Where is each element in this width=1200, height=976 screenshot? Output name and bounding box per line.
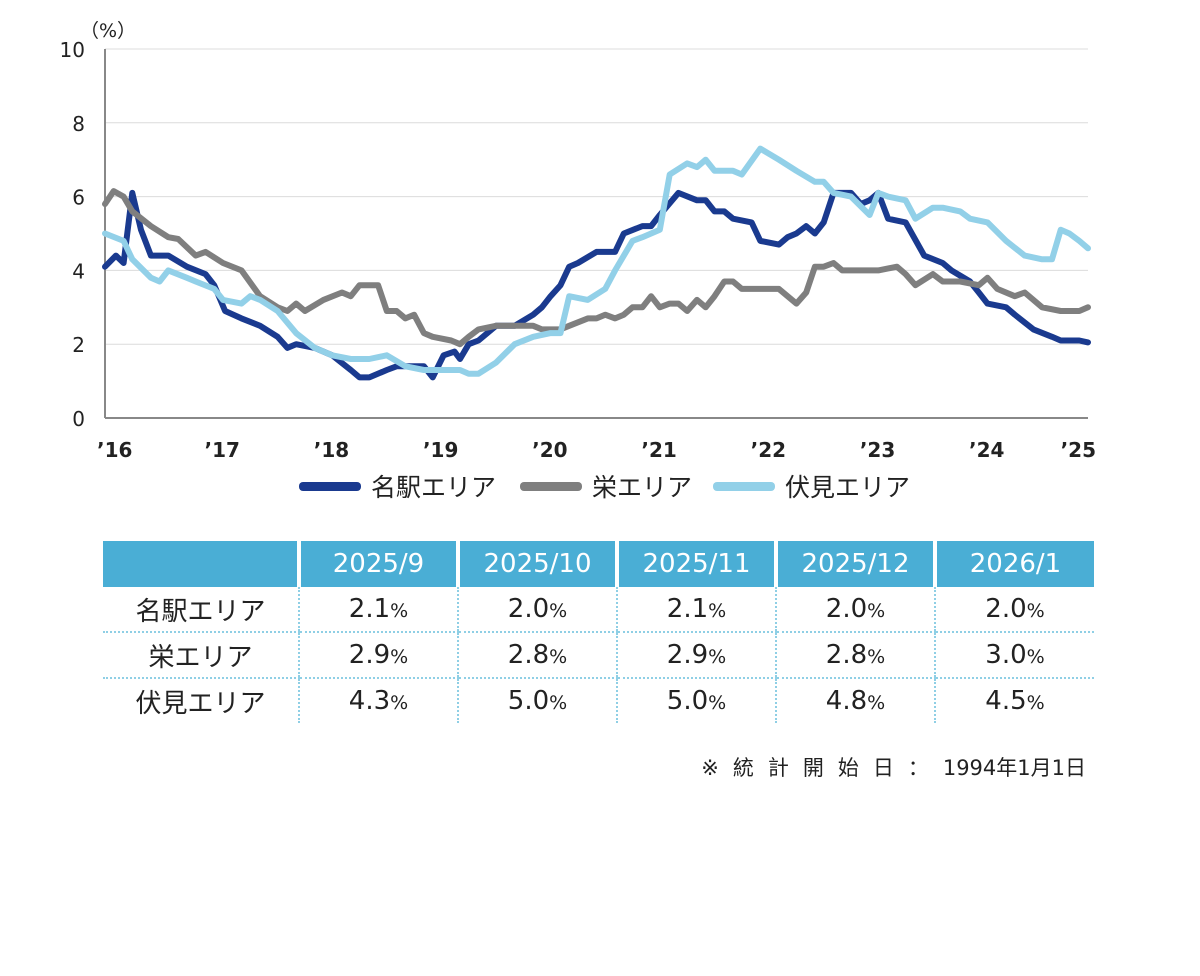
legend-swatch-fushimi (713, 481, 775, 491)
table-row: 栄エリア 2.9% 2.8% 2.9% 2.8% 3.0% (103, 632, 1094, 679)
cell-value: 2.9 (666, 640, 709, 670)
cell-unit: % (708, 692, 727, 714)
x-tick-label: ’23 (860, 438, 895, 462)
cell-unit: % (549, 600, 568, 622)
series-line (102, 189, 1091, 381)
cell-value: 5.0 (666, 686, 709, 716)
line-chart: 0 2 4 6 8 10（%） ’16 ’17 ’18 ’19 ’20 ’21 ’22 ’23 ’24 ’25 (60, 20, 1096, 462)
table-row: 名駅エリア 2.1% 2.0% 2.1% 2.0% 2.0% (103, 587, 1094, 633)
table-header-month: 2026/1 (933, 541, 1094, 587)
vacancy-rate-table: 2025/9 2025/10 2025/11 2025/12 2026/1 名駅… (103, 541, 1094, 723)
y-tick-label: 8 (72, 112, 85, 136)
x-tick-label: ’18 (314, 438, 349, 462)
cell-value: 2.1 (666, 594, 709, 624)
table-cell: 5.0% (616, 678, 776, 723)
cell-unit: % (708, 600, 727, 622)
table-header-month: 2025/11 (615, 541, 776, 587)
table-cell: 4.5% (934, 678, 1094, 723)
table-cell: 4.8% (775, 678, 935, 723)
cell-unit: % (1026, 600, 1045, 622)
cell-value: 4.3 (348, 686, 391, 716)
table-cell: 4.3% (298, 678, 458, 723)
x-tick-label: ’24 (969, 438, 1004, 462)
table-cell: 2.0% (457, 587, 617, 633)
footnote-label: ※統計開始日： (701, 756, 943, 780)
series-lines (102, 145, 1091, 381)
y-unit-label: （%） (80, 20, 136, 42)
x-tick-label: ’17 (205, 438, 240, 462)
cell-unit: % (708, 646, 727, 668)
cell-value: 2.1 (348, 594, 391, 624)
cell-value: 4.5 (985, 686, 1027, 716)
row-label: 栄エリア (103, 632, 299, 679)
legend-swatch-meieki (299, 481, 361, 491)
y-tick-label: 2 (72, 333, 85, 357)
table-cell: 3.0% (934, 632, 1094, 679)
x-tick-label: ’16 (97, 438, 132, 462)
cell-value: 2.0 (985, 594, 1027, 624)
cell-unit: % (1026, 692, 1045, 714)
footnote-value: 1994年1月1日 (942, 756, 1086, 780)
series-line (102, 145, 1091, 377)
cell-value: 4.8 (825, 686, 868, 716)
table-header-month: 2025/9 (297, 541, 458, 587)
table-cell: 2.0% (775, 587, 935, 633)
cell-value: 5.0 (507, 686, 550, 716)
table-header-month: 2025/10 (456, 541, 617, 587)
axis-labels: 0 2 4 6 8 10（%） ’16 ’17 ’18 ’19 ’20 ’21 ’22 ’23 ’24 ’25 (60, 20, 1096, 462)
axes (104, 49, 1088, 419)
table-cell: 5.0% (457, 678, 617, 723)
table-cell: 2.9% (616, 632, 776, 679)
table-cell: 2.8% (457, 632, 617, 679)
x-tick-label: ’21 (641, 438, 676, 462)
table-cell: 2.0% (934, 587, 1094, 633)
legend-item-meieki: 名駅エリア (299, 466, 496, 506)
cell-value: 2.9 (348, 640, 391, 670)
legend-item-sakae: 栄エリア (520, 466, 692, 506)
table-cell: 2.1% (616, 587, 776, 633)
cell-value: 2.8 (507, 640, 550, 670)
table-header-row: 2025/9 2025/10 2025/11 2025/12 2026/1 (103, 541, 1094, 587)
legend-label-sakae: 栄エリア (592, 473, 693, 502)
y-tick-label: 4 (72, 259, 85, 283)
y-tick-label: 6 (72, 186, 85, 210)
cell-unit: % (867, 600, 886, 622)
cell-value: 3.0 (985, 640, 1027, 670)
row-label: 伏見エリア (135, 688, 266, 719)
table-cell: 2.8% (775, 632, 935, 679)
grid-lines (105, 48, 1088, 345)
cell-unit: % (867, 692, 886, 714)
x-tick-label: ’20 (532, 438, 567, 462)
x-tick-label: ’22 (751, 438, 786, 462)
y-tick-label: 0 (72, 407, 85, 431)
legend-swatch-sakae (520, 481, 582, 491)
footnote: ※統計開始日：1994年1月1日 (0, 752, 1086, 782)
cell-unit: % (549, 692, 568, 714)
table-cell: 2.1% (298, 587, 458, 633)
table-cell: 2.9% (298, 632, 458, 679)
x-tick-label: ’25 (1061, 438, 1096, 462)
legend-item-fushimi: 伏見エリア (713, 466, 910, 506)
cell-unit: % (867, 646, 886, 668)
row-label: 名駅エリア (103, 587, 299, 633)
cell-value: 2.8 (825, 640, 868, 670)
cell-unit: % (390, 600, 409, 622)
table-row: 伏見エリア 4.3% 5.0% 5.0% 4.8% 4.5% (103, 678, 1094, 723)
cell-unit: % (549, 646, 568, 668)
y-tick-label: 10 (60, 38, 85, 62)
cell-unit: % (1026, 646, 1045, 668)
chart-legend: 名駅エリア 栄エリア 伏見エリア (0, 466, 1200, 506)
cell-unit: % (390, 692, 409, 714)
table-header-month: 2025/12 (774, 541, 935, 587)
legend-label-meieki: 名駅エリア (371, 473, 497, 502)
cell-value: 2.0 (507, 594, 550, 624)
chart-area: 0 2 4 6 8 10 （%） ’16 ’17 ’18 ’19 ’20 ’21 ’22 ’23 ’24 ’25… (0, 20, 1200, 506)
x-tick-label: ’19 (423, 438, 458, 462)
cell-value: 2.0 (825, 594, 868, 624)
cell-unit: % (390, 646, 409, 668)
legend-label-fushimi: 伏見エリア (785, 473, 911, 502)
table-header-corner (103, 541, 299, 587)
series-line (102, 188, 1091, 348)
